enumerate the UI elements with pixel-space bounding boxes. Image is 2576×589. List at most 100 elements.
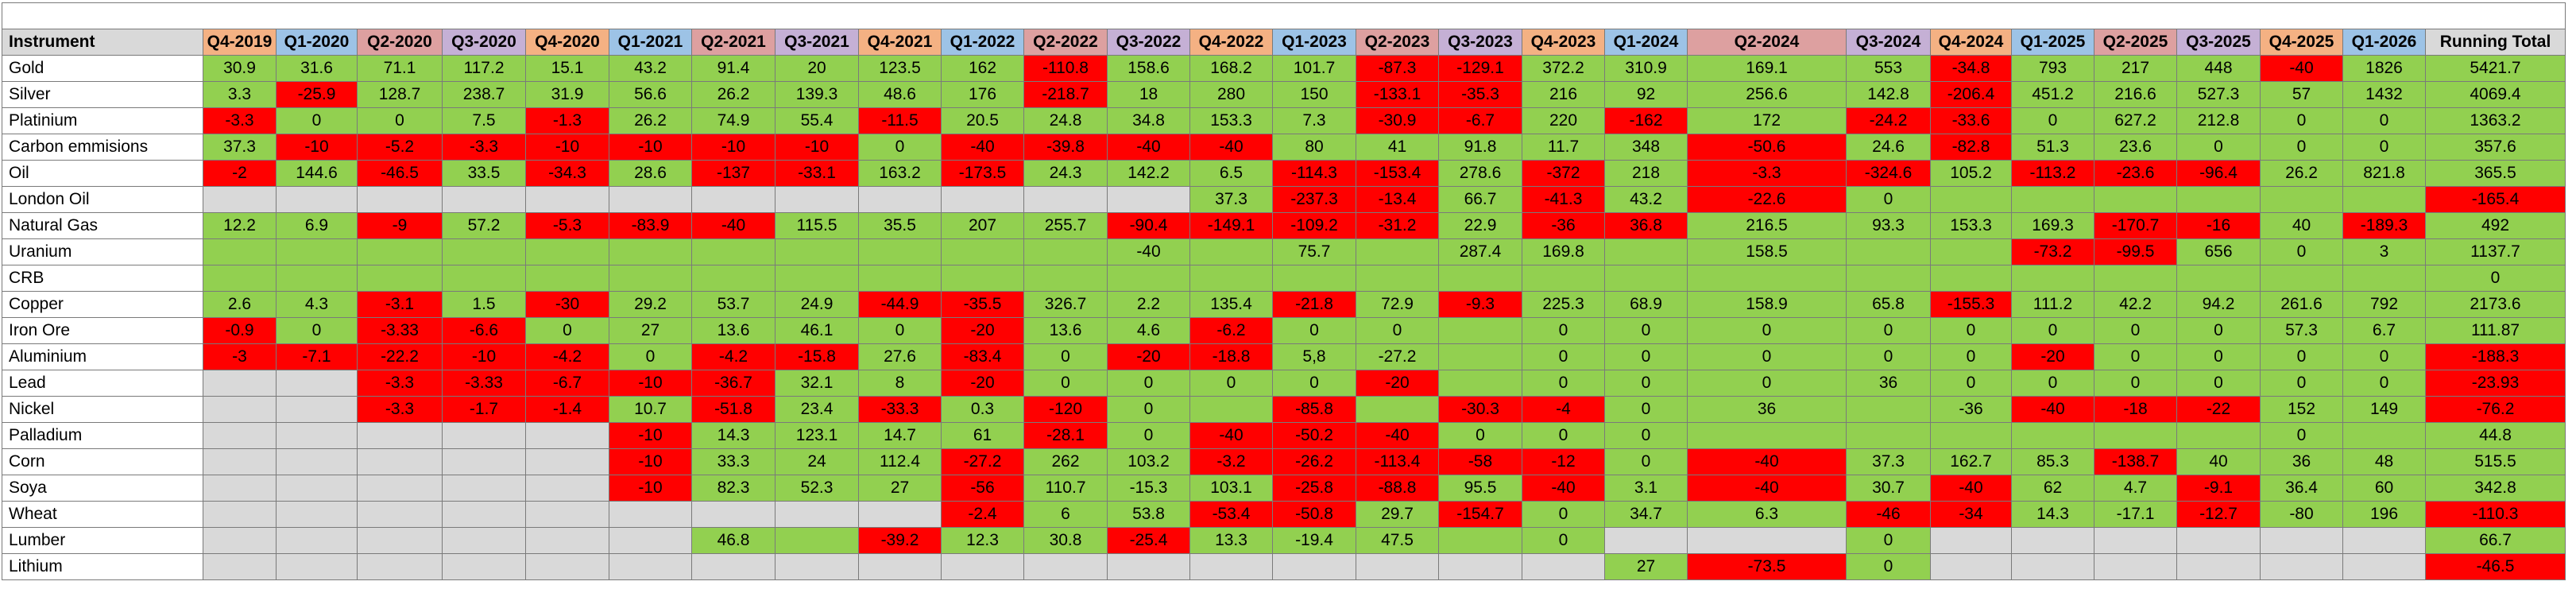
value-cell[interactable]: -99.5 [2094, 238, 2177, 265]
value-cell[interactable]: 57.3 [2260, 317, 2343, 344]
value-cell[interactable]: 212.8 [2176, 107, 2261, 134]
value-cell[interactable]: -2.4 [941, 501, 1024, 528]
instrument-name-cell[interactable]: Lumber [2, 527, 203, 554]
value-cell[interactable]: 111.2 [2011, 291, 2094, 318]
value-cell[interactable]: -30.3 [1438, 396, 1522, 423]
value-cell[interactable]: -3.3 [203, 107, 277, 134]
value-cell[interactable]: -58 [1438, 448, 1522, 475]
value-cell[interactable]: 216 [1522, 81, 1605, 108]
value-cell[interactable]: -90.4 [1107, 212, 1190, 239]
value-cell[interactable]: 0 [1522, 527, 1605, 554]
value-cell[interactable]: -26.2 [1272, 448, 1356, 475]
value-cell[interactable]: -22 [2176, 396, 2261, 423]
value-cell[interactable]: 153.3 [1189, 107, 1273, 134]
value-cell[interactable]: 448 [2176, 55, 2261, 82]
value-cell[interactable] [276, 501, 358, 528]
value-cell[interactable] [357, 448, 443, 475]
value-cell[interactable]: 20 [775, 55, 859, 82]
value-cell[interactable] [276, 448, 358, 475]
value-cell[interactable]: 0 [357, 107, 443, 134]
value-cell[interactable]: 4.3 [276, 291, 358, 318]
value-cell[interactable]: -3.3 [357, 370, 443, 397]
value-cell[interactable] [203, 238, 277, 265]
value-cell[interactable] [2342, 422, 2426, 449]
running-total-cell[interactable]: 365.5 [2425, 160, 2566, 187]
value-cell[interactable]: -114.3 [1272, 160, 1356, 187]
value-cell[interactable] [1930, 238, 2012, 265]
value-cell[interactable]: -34.8 [1930, 55, 2012, 82]
value-cell[interactable]: 37.3 [1846, 448, 1931, 475]
value-cell[interactable]: -6.7 [525, 370, 609, 397]
value-cell[interactable]: 0 [2094, 343, 2177, 370]
running-total-cell[interactable]: -110.3 [2425, 501, 2566, 528]
value-cell[interactable]: -85.8 [1272, 396, 1356, 423]
quarter-header-q3-2023[interactable]: Q3-2023 [1438, 29, 1522, 56]
value-cell[interactable]: -20 [941, 317, 1024, 344]
value-cell[interactable]: -19.4 [1272, 527, 1356, 554]
value-cell[interactable]: 24.9 [775, 291, 859, 318]
value-cell[interactable]: 2.6 [203, 291, 277, 318]
value-cell[interactable]: 80 [1272, 134, 1356, 161]
value-cell[interactable] [2011, 265, 2094, 292]
value-cell[interactable]: -18 [2094, 396, 2177, 423]
value-cell[interactable]: -87.3 [1356, 55, 1439, 82]
value-cell[interactable] [442, 238, 526, 265]
value-cell[interactable] [203, 265, 277, 292]
value-cell[interactable]: -109.2 [1272, 212, 1356, 239]
value-cell[interactable]: 152 [2260, 396, 2343, 423]
value-cell[interactable]: -1.4 [525, 396, 609, 423]
value-cell[interactable] [203, 396, 277, 423]
value-cell[interactable]: 8 [858, 370, 942, 397]
value-cell[interactable]: -31.2 [1356, 212, 1439, 239]
value-cell[interactable]: -40 [1687, 448, 1847, 475]
value-cell[interactable]: 103.2 [1107, 448, 1190, 475]
value-cell[interactable] [276, 370, 358, 397]
value-cell[interactable]: -5.2 [357, 134, 443, 161]
value-cell[interactable] [1846, 422, 1931, 449]
value-cell[interactable] [357, 265, 443, 292]
value-cell[interactable]: -113.2 [2011, 160, 2094, 187]
value-cell[interactable]: -80 [2260, 501, 2343, 528]
value-cell[interactable]: -22.6 [1687, 186, 1847, 213]
value-cell[interactable] [1189, 396, 1273, 423]
value-cell[interactable]: 139.3 [775, 81, 859, 108]
value-cell[interactable]: 62 [2011, 475, 2094, 502]
quarter-header-q4-2023[interactable]: Q4-2023 [1522, 29, 1605, 56]
quarter-header-q4-2024[interactable]: Q4-2024 [1930, 29, 2012, 56]
running-total-cell[interactable]: 111.87 [2425, 317, 2566, 344]
value-cell[interactable]: -10 [775, 134, 859, 161]
value-cell[interactable]: 0 [1846, 317, 1931, 344]
value-cell[interactable]: 169.1 [1687, 55, 1847, 82]
value-cell[interactable] [1356, 396, 1439, 423]
value-cell[interactable]: -149.1 [1189, 212, 1273, 239]
value-cell[interactable] [525, 186, 609, 213]
value-cell[interactable]: 0 [2011, 317, 2094, 344]
value-cell[interactable] [2342, 265, 2426, 292]
quarter-header-q3-2021[interactable]: Q3-2021 [775, 29, 859, 56]
value-cell[interactable]: -237.3 [1272, 186, 1356, 213]
running-total-cell[interactable]: 0 [2425, 265, 2566, 292]
value-cell[interactable] [1846, 265, 1931, 292]
instrument-name-cell[interactable]: Nickel [2, 396, 203, 423]
value-cell[interactable]: 169.3 [2011, 212, 2094, 239]
value-cell[interactable] [1930, 265, 2012, 292]
value-cell[interactable] [2260, 553, 2343, 580]
value-cell[interactable] [1023, 553, 1108, 580]
value-cell[interactable] [442, 186, 526, 213]
value-cell[interactable] [525, 475, 609, 502]
value-cell[interactable]: -20 [1107, 343, 1190, 370]
value-cell[interactable]: 821.8 [2342, 160, 2426, 187]
value-cell[interactable]: 0 [1438, 422, 1522, 449]
value-cell[interactable]: 6.9 [276, 212, 358, 239]
value-cell[interactable] [1930, 553, 2012, 580]
instrument-name-cell[interactable]: Silver [2, 81, 203, 108]
value-cell[interactable] [357, 527, 443, 554]
value-cell[interactable] [2342, 186, 2426, 213]
value-cell[interactable]: -173.5 [941, 160, 1024, 187]
value-cell[interactable]: -20 [941, 370, 1024, 397]
value-cell[interactable]: -15.8 [775, 343, 859, 370]
value-cell[interactable]: 0 [2176, 317, 2261, 344]
value-cell[interactable]: 0 [1930, 370, 2012, 397]
value-cell[interactable]: 15.1 [525, 55, 609, 82]
value-cell[interactable]: -73.2 [2011, 238, 2094, 265]
